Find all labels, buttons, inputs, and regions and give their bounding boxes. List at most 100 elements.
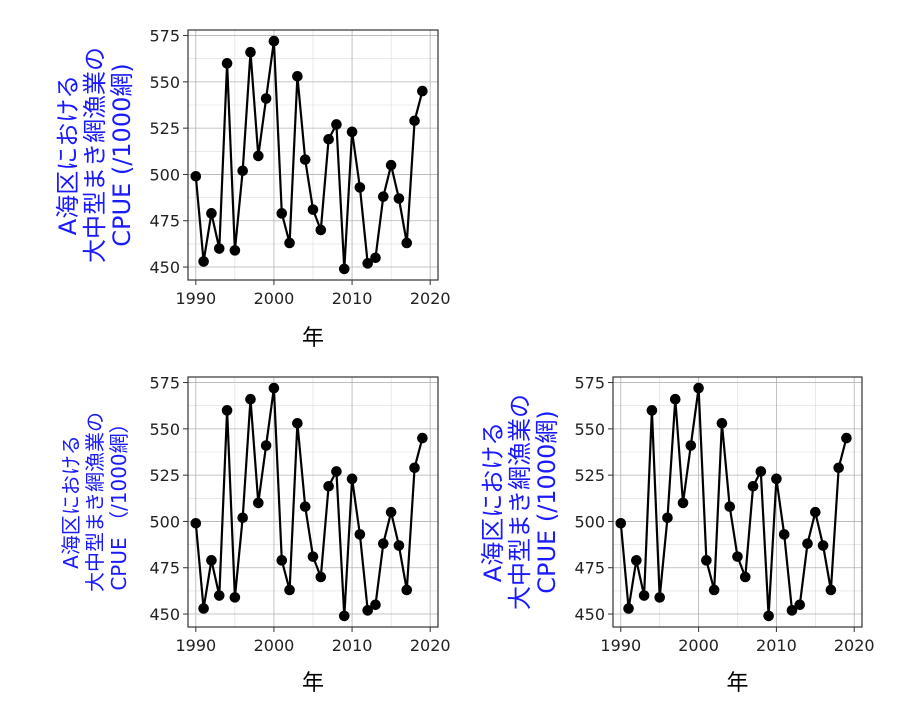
data-point [245, 46, 256, 58]
data-point [393, 540, 405, 551]
y-tick-label: 450 [574, 605, 605, 624]
data-point [763, 610, 774, 622]
chart-panel-2: 1990 2000 2010 2020 450 475 500 525 550 575 年 A海区にお… [59, 374, 451, 696]
data-point [307, 551, 319, 562]
data-point [378, 191, 389, 202]
plot-frame [612, 376, 863, 628]
y-tick-label: 450 [149, 605, 180, 624]
data-point [362, 258, 373, 269]
y-tick-label: 525 [149, 466, 180, 485]
data-point [253, 497, 264, 509]
data-point [701, 555, 712, 566]
data-point [221, 58, 233, 69]
data-point [260, 93, 272, 104]
data-point [284, 584, 295, 596]
series-line [194, 39, 424, 270]
y-axis-title-line: A海区における [54, 75, 82, 235]
x-tick-label: 2020 [410, 289, 451, 308]
y-axis-title-line: 大中型まき網漁業の [83, 412, 107, 592]
y-axis-title-line: CPUE (/1000網) [108, 63, 136, 246]
data-point [786, 605, 798, 616]
x-tick-label: 2010 [332, 289, 373, 308]
x-tick-label: 2000 [254, 289, 295, 308]
data-point [802, 538, 813, 549]
data-point [385, 159, 397, 171]
data-point [346, 126, 358, 138]
data-point [677, 497, 689, 509]
data-point [409, 462, 420, 474]
data-point [638, 590, 650, 601]
data-point [716, 417, 728, 429]
data-point [654, 592, 665, 603]
y-tick-label: 550 [149, 73, 180, 92]
chart-panel-3: 1990 2000 2010 2020 450 475 500 525 550 575 年 A海区にお… [479, 374, 875, 696]
data-point [708, 584, 720, 596]
y-tick-label: 500 [149, 165, 180, 184]
data-point [315, 571, 327, 583]
data-point [631, 555, 642, 566]
data-point [268, 35, 280, 47]
chart-panel-1: 1990 2000 2010 2020 450 475 500 525 550 575 年 A海区にお… [54, 27, 451, 351]
x-tick-label: 2000 [254, 636, 295, 655]
x-tick-label: 1990 [175, 636, 216, 655]
data-point [237, 512, 248, 524]
data-point [817, 540, 829, 551]
data-point [747, 480, 759, 492]
data-point [739, 571, 751, 583]
y-tick-label: 500 [574, 512, 605, 531]
data-point [385, 506, 397, 518]
data-point [646, 405, 658, 416]
x-tick-label: 2010 [756, 636, 797, 655]
data-point [771, 473, 782, 485]
data-point [253, 150, 264, 162]
x-axis-title: 年 [302, 326, 324, 351]
y-tick-label: 450 [149, 258, 180, 277]
data-point [362, 605, 373, 616]
data-point [354, 182, 366, 193]
data-point [245, 393, 256, 405]
data-point [260, 440, 272, 451]
data-point [623, 603, 634, 614]
data-point [833, 462, 844, 474]
y-axis-title-line: CPUE (/1000網) [533, 410, 561, 593]
x-tick-label: 1990 [600, 636, 641, 655]
data-point [669, 393, 681, 405]
y-tick-label: 550 [574, 420, 605, 439]
data-point [841, 432, 852, 444]
x-tick-label: 1990 [175, 289, 216, 308]
x-tick-label: 2020 [410, 636, 451, 655]
data-point [338, 263, 350, 275]
data-point [417, 85, 428, 97]
x-axis-title: 年 [726, 671, 748, 696]
data-point [284, 237, 295, 249]
data-point [346, 473, 358, 485]
data-point [338, 610, 350, 622]
data-point [401, 237, 413, 249]
y-tick-label: 575 [574, 374, 605, 393]
y-tick-label: 500 [149, 512, 180, 531]
data-point [693, 382, 704, 394]
data-point [724, 501, 736, 512]
data-point [331, 466, 342, 477]
data-point [417, 432, 428, 444]
data-point [794, 599, 806, 611]
data-point [198, 603, 209, 614]
plot-frame [187, 29, 439, 281]
y-axis-title-line: A海区における [479, 422, 507, 582]
y-tick-label: 525 [574, 466, 605, 485]
data-point [662, 512, 673, 524]
data-point [409, 115, 420, 127]
data-point [229, 245, 241, 256]
data-point [299, 154, 311, 165]
data-point [810, 506, 821, 518]
data-point [323, 133, 334, 145]
data-point [206, 208, 217, 219]
y-tick-label: 525 [149, 119, 180, 138]
data-point [299, 501, 311, 512]
data-point [370, 599, 381, 611]
data-point [276, 208, 288, 219]
series-line [619, 387, 848, 618]
data-point [198, 256, 209, 267]
data-point [685, 440, 697, 451]
